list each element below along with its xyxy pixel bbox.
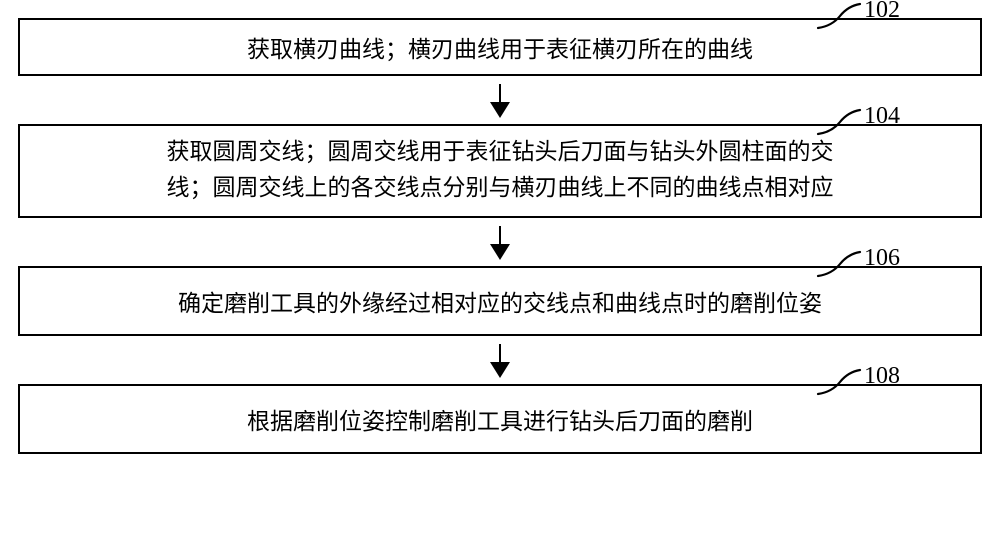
step-number: 106 xyxy=(864,240,900,277)
flowchart-container: 102 获取横刃曲线；横刃曲线用于表征横刃所在的曲线 104 获取圆周交线；圆周… xyxy=(18,18,982,454)
step-text: 获取横刃曲线；横刃曲线用于表征横刃所在的曲线 xyxy=(247,37,753,62)
flowchart-step: 108 根据磨削位姿控制磨削工具进行钻头后刀面的磨削 xyxy=(18,384,982,454)
swoosh-icon xyxy=(816,250,862,280)
swoosh-icon xyxy=(816,368,862,398)
step-text: 根据磨削位姿控制磨削工具进行钻头后刀面的磨削 xyxy=(247,409,753,434)
step-text: 确定磨削工具的外缘经过相对应的交线点和曲线点时的磨削位姿 xyxy=(178,291,822,316)
down-arrow-icon xyxy=(499,344,501,376)
step-label: 108 xyxy=(816,364,900,401)
step-text: 获取圆周交线；圆周交线用于表征钻头后刀面与钻头外圆柱面的交 xyxy=(167,139,834,164)
flowchart-step: 106 确定磨削工具的外缘经过相对应的交线点和曲线点时的磨削位姿 xyxy=(18,266,982,336)
down-arrow-icon xyxy=(499,84,501,116)
swoosh-icon xyxy=(816,108,862,138)
down-arrow-icon xyxy=(499,226,501,258)
flowchart-step: 104 获取圆周交线；圆周交线用于表征钻头后刀面与钻头外圆柱面的交 线；圆周交线… xyxy=(18,124,982,218)
step-text: 线；圆周交线上的各交线点分别与横刃曲线上不同的曲线点相对应 xyxy=(167,175,834,200)
flowchart-step: 102 获取横刃曲线；横刃曲线用于表征横刃所在的曲线 xyxy=(18,18,982,76)
step-number: 104 xyxy=(864,98,900,135)
step-label: 104 xyxy=(816,104,900,141)
swoosh-icon xyxy=(816,2,862,32)
step-label: 106 xyxy=(816,246,900,283)
step-number: 102 xyxy=(864,0,900,29)
step-number: 108 xyxy=(864,358,900,395)
step-label: 102 xyxy=(816,0,900,35)
